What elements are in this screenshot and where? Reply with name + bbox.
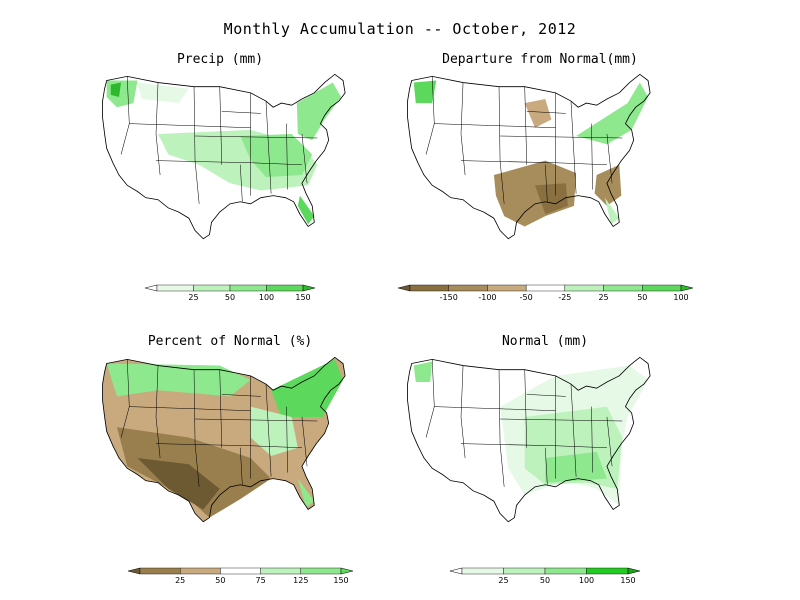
colorbar-label: 150 — [620, 576, 635, 585]
colorbar-label: 25 — [498, 576, 508, 585]
colorbar-label: 100 — [579, 576, 594, 585]
colorbar-segment — [266, 284, 304, 292]
colorbar-segment — [220, 567, 261, 575]
colorbar-segment — [229, 284, 267, 292]
colorbar-segment — [586, 567, 629, 575]
colorbar-segment — [448, 284, 488, 292]
colorbar-label: 75 — [256, 576, 266, 585]
colorbar-percent: 255075125150175 — [128, 567, 353, 585]
colorbar-label: 125 — [293, 576, 308, 585]
map-normal — [407, 356, 651, 523]
panel-title-percent: Percent of Normal (%) — [147, 334, 313, 349]
map-departure — [407, 73, 651, 240]
colorbar-label: -25 — [558, 293, 571, 302]
colorbar-label: 100 — [259, 293, 274, 302]
colorbar-right-arrow — [680, 284, 693, 292]
colorbar-segment — [139, 567, 181, 575]
colorbar-right-arrow — [627, 567, 640, 575]
colorbar-label: -50 — [520, 293, 533, 302]
colorbar-left-arrow — [145, 284, 158, 292]
colorbar-segment — [503, 567, 546, 575]
colorbar-label: 50 — [637, 293, 647, 302]
colorbar-label: 50 — [225, 293, 235, 302]
map-percent — [102, 356, 346, 523]
colorbar-segment — [642, 284, 682, 292]
colorbar-segment — [300, 567, 342, 575]
colorbar-label: 25 — [598, 293, 608, 302]
colorbar-right-arrow — [340, 567, 353, 575]
colorbar-label: 25 — [188, 293, 198, 302]
colorbar-label: -150 — [440, 293, 458, 302]
colorbar-left-arrow — [398, 284, 411, 292]
colorbar-segment — [461, 567, 504, 575]
colorbar-label: 100 — [673, 293, 688, 302]
colorbar-segment — [525, 284, 566, 292]
colorbar-segment — [409, 284, 449, 292]
colorbar-left-arrow — [450, 567, 463, 575]
colorbar-segment — [193, 284, 231, 292]
colorbar-departure: -150-100-50-252550100150 — [398, 284, 693, 302]
colorbar-segment — [180, 567, 221, 575]
colorbar-right-arrow — [302, 284, 315, 292]
colorbar-segment — [564, 284, 604, 292]
colorbar-label: -100 — [478, 293, 496, 302]
colorbar-segment — [544, 567, 587, 575]
colorbar-segment — [156, 284, 194, 292]
colorbar-segment — [603, 284, 643, 292]
colorbar-segment — [260, 567, 302, 575]
colorbar-label: 50 — [215, 576, 225, 585]
panel-title-normal: Normal (mm) — [501, 334, 589, 349]
colorbar-precip: 2550100150200 — [145, 284, 315, 302]
colorbar-label: 150 — [295, 293, 310, 302]
page-title: Monthly Accumulation -- October, 2012 — [223, 20, 577, 38]
colorbar-label: 25 — [175, 576, 185, 585]
panel-title-precip: Precip (mm) — [176, 52, 264, 67]
colorbar-left-arrow — [128, 567, 141, 575]
colorbar-label: 150 — [333, 576, 348, 585]
map-precip — [102, 73, 346, 240]
colorbar-label: 50 — [540, 576, 550, 585]
colorbar-normal: 2550100150200 — [450, 567, 640, 585]
colorbar-segment — [487, 284, 527, 292]
panel-title-departure: Departure from Normal(mm) — [442, 52, 638, 67]
